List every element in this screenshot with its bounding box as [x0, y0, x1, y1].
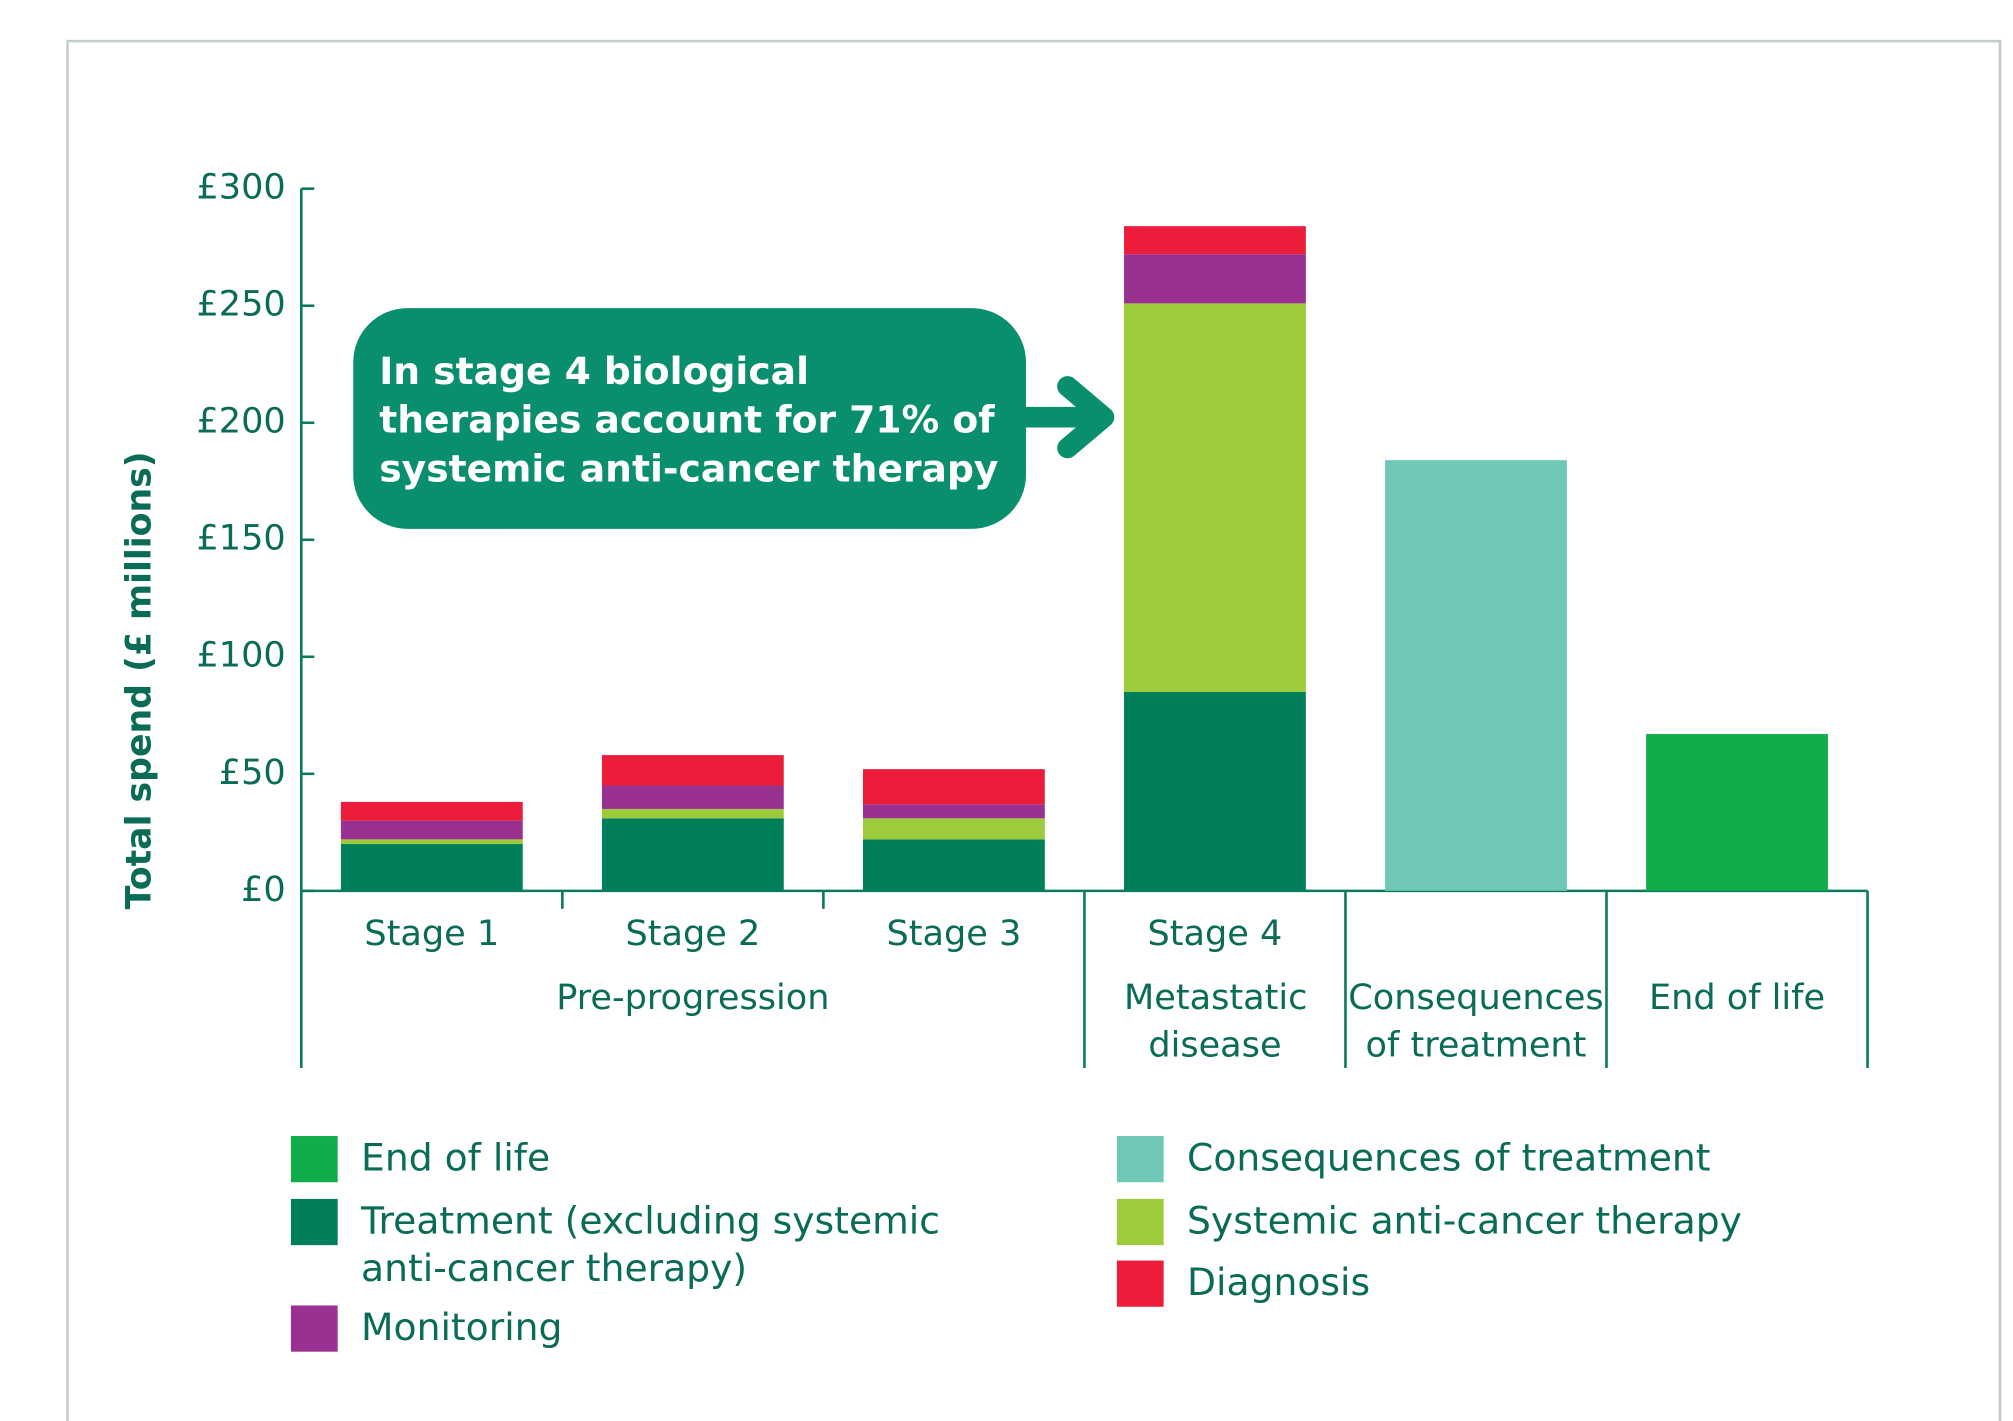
bar-segment [601, 818, 784, 891]
frame [66, 39, 2002, 1421]
legend-label: Systemic anti-cancer therapy [1187, 1198, 1742, 1243]
y-tick-label: £50 [219, 753, 286, 793]
y-tick-label: £0 [241, 870, 286, 910]
x-tick-label: Consequences of treatment [1348, 978, 1604, 1066]
annotation: In stage 4 biological therapies account … [379, 349, 999, 491]
bar-segment [601, 785, 784, 809]
group-label: Metastatic disease [1124, 978, 1308, 1066]
bar-segment [340, 801, 523, 821]
legend-label: Consequences of treatment [1187, 1136, 1711, 1180]
bar-segment [1124, 691, 1306, 891]
y-tick-label: £300 [196, 168, 285, 208]
legend-label: Treatment (excluding systemic anti-cance… [361, 1198, 940, 1291]
x-tick-label: Stage 1 [364, 913, 500, 954]
legend-swatch [1116, 1198, 1164, 1246]
bar-segment [1385, 460, 1567, 891]
x-tick-label: End of life [1648, 978, 1826, 1018]
bar-segment [862, 839, 1045, 891]
y-tick-label: £100 [196, 636, 285, 676]
y-axis-title: Total spend (£ millions) [119, 451, 159, 909]
bar-segment [601, 808, 784, 819]
bar-segment [340, 839, 523, 845]
y-tick-label: £150 [196, 519, 285, 559]
legend-label: Diagnosis [1187, 1260, 1371, 1305]
callout-arrow [1009, 376, 1115, 459]
bar-segment [1124, 303, 1306, 692]
y-tick-label: £200 [196, 402, 285, 442]
bar-segment [862, 769, 1045, 805]
legend-label: End of life [361, 1136, 551, 1180]
x-tick-label: Stage 3 [886, 913, 1022, 954]
bar-segment [1124, 254, 1306, 304]
bar-segment [1124, 226, 1306, 255]
x-tick-label: Stage 2 [625, 913, 761, 954]
bar-segment [862, 818, 1045, 840]
legend-swatch [1116, 1260, 1164, 1307]
bar-segment [340, 844, 523, 891]
group-label: Pre-progression [556, 978, 830, 1018]
legend-swatch [290, 1136, 338, 1183]
bar-segment [601, 755, 784, 786]
bar-segment [862, 804, 1045, 819]
legend-swatch [1116, 1136, 1164, 1183]
legend-swatch [290, 1198, 338, 1246]
bar-segment [1646, 734, 1828, 891]
bar-segment [340, 820, 523, 840]
y-tick-label: £250 [196, 285, 285, 325]
callout [353, 308, 1026, 529]
legend-label: Monitoring [361, 1305, 563, 1350]
legend-swatch [290, 1305, 338, 1352]
x-tick-label: Stage 4 [1147, 913, 1283, 954]
